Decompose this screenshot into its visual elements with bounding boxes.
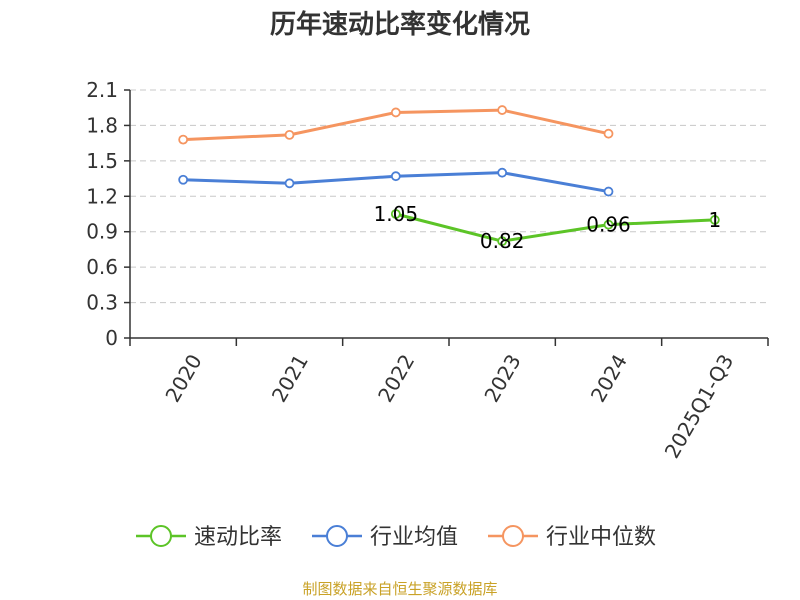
data-point (603, 186, 614, 197)
data-point (390, 107, 401, 118)
y-tick-label: 0.3 (86, 291, 118, 315)
data-point (390, 171, 401, 182)
series-line (395, 212, 715, 243)
data-point (284, 178, 295, 189)
x-tick-label: 2022 (373, 350, 419, 406)
data-labels: 1.05 0.82 0.96 1 (374, 202, 722, 253)
legend: 速动比率 行业均值 行业中位数 (136, 525, 656, 550)
x-tick-label: 2024 (586, 350, 632, 406)
legend-label: 速动比率 (194, 525, 282, 550)
grid-layer (130, 89, 768, 304)
data-point (603, 128, 614, 139)
x-tick-label: 2023 (479, 350, 525, 406)
x-tick-label: 2020 (160, 350, 206, 406)
data-label: 0.82 (480, 229, 525, 253)
y-tick-label: 0.6 (86, 255, 118, 279)
y-tick-label: 1.2 (86, 184, 118, 208)
data-point (497, 236, 508, 247)
y-tick-label: 1.8 (86, 113, 118, 137)
source-note: 制图数据来自恒生聚源数据库 (302, 580, 498, 598)
data-point (497, 167, 508, 178)
y-tick-label: 0.9 (86, 220, 118, 244)
axes: 0 0.3 0.6 0.9 1.2 1.5 1.8 2.1 2020 2021 2022 2023 20… (86, 78, 769, 462)
legend-swatch-marker (150, 525, 172, 547)
legend-swatch-marker (502, 525, 524, 547)
x-tick-label: 2025Q1-Q3 (660, 350, 739, 462)
data-point (497, 105, 508, 115)
data-point (390, 209, 401, 219)
y-tick-label: 1.5 (86, 149, 118, 173)
data-point (284, 129, 295, 140)
data-point (603, 219, 614, 230)
data-label: 0.96 (586, 213, 631, 237)
data-label: 1 (708, 208, 721, 232)
data-label: 1.05 (374, 202, 419, 226)
data-point (709, 215, 720, 225)
legend-swatch-marker (326, 525, 348, 547)
x-tick-label: 2021 (267, 350, 313, 406)
data-point (178, 134, 189, 145)
series-layer (178, 105, 720, 247)
y-tick-label: 2.1 (86, 78, 118, 102)
data-point (178, 174, 189, 185)
legend-label: 行业中位数 (546, 525, 656, 550)
legend-label: 行业均值 (370, 525, 458, 550)
y-tick-label: 0 (105, 326, 118, 350)
chart-title: 历年速动比率变化情况 (269, 10, 530, 40)
